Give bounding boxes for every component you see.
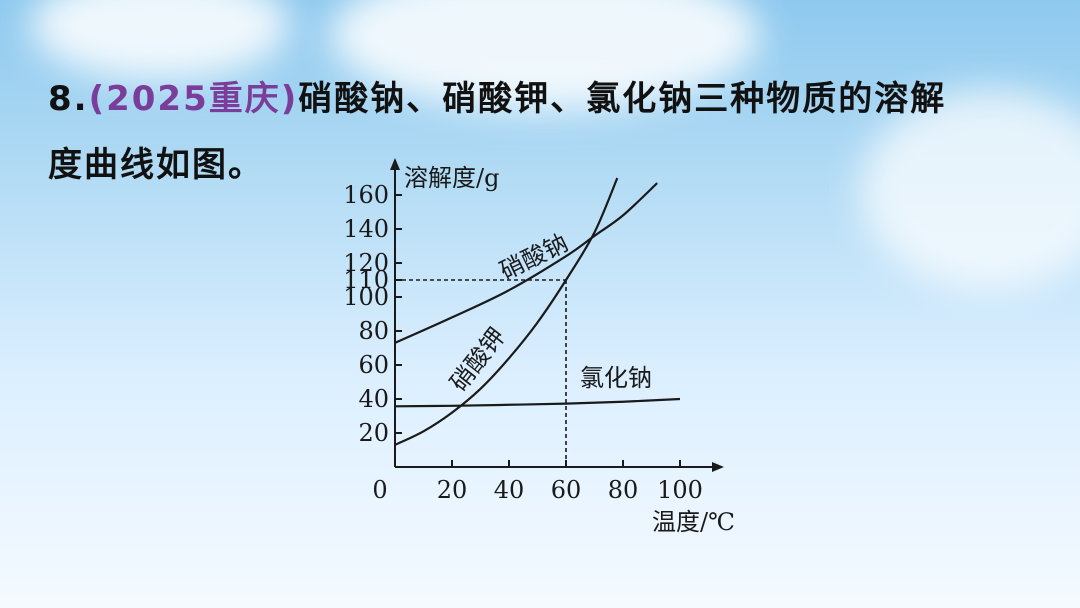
- y-tick-label: 100: [343, 283, 389, 311]
- curve-nano3: [394, 182, 658, 344]
- x-tick-label: 40: [494, 476, 525, 504]
- series-label-kno3: 硝酸钾: [445, 323, 511, 397]
- y-axis-label: 溶解度/g: [404, 164, 499, 192]
- question-line1: 硝酸钠、硝酸钾、氯化钠三种物质的溶解: [298, 79, 947, 119]
- x-tick-label: 20: [437, 476, 468, 504]
- question-source: (2025重庆): [88, 79, 299, 119]
- y-tick-label: 160: [343, 181, 389, 209]
- y-tick-label: 20: [358, 419, 389, 447]
- curve-nacl: [394, 397, 681, 408]
- x-tick-label: 100: [657, 476, 703, 504]
- y-tick-label: 140: [343, 215, 389, 243]
- y-tick-label: 120: [343, 249, 389, 277]
- y-tick-label: 40: [358, 385, 389, 413]
- y-tick-label: 80: [358, 317, 389, 345]
- origin-label: 0: [372, 476, 387, 504]
- x-tick-label: 80: [608, 476, 639, 504]
- question-line2: 度曲线如图。: [48, 145, 264, 185]
- question-text: 8.(2025重庆)硝酸钠、硝酸钾、氯化钠三种物质的溶解 度曲线如图。: [48, 66, 1038, 198]
- x-axis-label: 温度/℃: [652, 508, 735, 536]
- cloud-decoration: [860, 90, 1080, 290]
- series-label-nacl: 氯化钠: [580, 364, 652, 392]
- y-tick-label: 60: [358, 351, 389, 379]
- question-number: 8.: [48, 79, 89, 119]
- curve-kno3: [394, 177, 619, 446]
- x-tick-label: 60: [551, 476, 582, 504]
- y-tick-label: 110: [343, 266, 389, 294]
